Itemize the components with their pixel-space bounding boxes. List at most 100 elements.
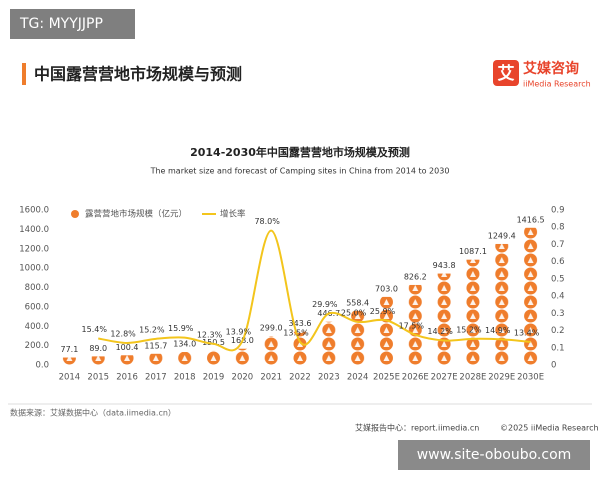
value-label: 25.9% (370, 307, 396, 316)
x-tick-label: 2029E (488, 373, 515, 383)
pictograph-bar (62, 357, 77, 365)
value-label: 115.7 (144, 341, 167, 350)
y-tick-label: 0.0 (35, 361, 49, 371)
pictograph-bar (350, 310, 365, 365)
pictograph-bar (120, 355, 135, 365)
value-label: 15.2% (456, 325, 482, 334)
logo-icon: 艾 (498, 63, 515, 84)
value-label: 134.0 (173, 340, 196, 349)
y2-tick-label: 0.2 (551, 326, 565, 336)
value-label: 13.5% (283, 328, 309, 337)
x-tick-label: 2024 (347, 373, 369, 383)
y2-tick-label: 0.9 (551, 206, 565, 216)
x-tick-label: 2020 (232, 373, 254, 383)
pictograph-bar (177, 352, 192, 365)
x-tick-label: 2030E (517, 373, 544, 383)
pictograph-bar (437, 273, 452, 365)
pictograph-bar (264, 336, 279, 365)
value-label: 25.0% (341, 308, 367, 317)
badge-text: TG: MYYJJPP (19, 16, 103, 32)
source: 数据来源：艾媒数据中心（data.iimedia.cn） (10, 408, 176, 418)
value-label: 29.9% (312, 300, 338, 309)
legend-label: 露营营地市场规模（亿元） (85, 209, 187, 220)
pictograph-bar (465, 259, 480, 365)
chart-subtitle: The market size and forecast of Camping … (150, 167, 450, 176)
value-label: 78.0% (254, 217, 280, 226)
logo-en: iiMedia Research (523, 80, 591, 89)
y2-tick-label: 0.1 (551, 343, 565, 353)
report: 艾媒报告中心：report.iimedia.cn (355, 423, 479, 433)
watermark-box (398, 440, 590, 470)
pictograph-bar (523, 227, 538, 365)
y-tick-label: 200.0 (25, 341, 49, 351)
legend-swatch (71, 210, 79, 218)
y-tick-label: 400.0 (25, 322, 49, 332)
value-label: 343.6 (289, 319, 312, 328)
x-tick-label: 2023 (318, 373, 340, 383)
pictograph-bar (235, 348, 250, 365)
x-tick-label: 2018 (174, 373, 196, 383)
x-tick-label: 2016 (116, 373, 138, 383)
page-title: 中国露营营地市场规模与预测 (34, 65, 242, 84)
x-tick-label: 2015 (87, 373, 109, 383)
badge (10, 9, 135, 39)
value-label: 15.2% (139, 325, 165, 334)
pictograph-bar (148, 353, 163, 365)
value-label: 15.4% (82, 325, 108, 334)
x-tick-label: 2021 (260, 373, 282, 383)
value-label: 1249.4 (488, 231, 516, 240)
y2-tick-label: 0.7 (551, 240, 565, 250)
value-label: 15.9% (168, 324, 194, 333)
pictograph-bar (293, 331, 307, 365)
value-label: 826.2 (404, 272, 427, 281)
value-label: 12.3% (197, 330, 223, 339)
y-tick-label: 1600.0 (19, 206, 49, 216)
value-label: 558.4 (346, 298, 369, 307)
x-tick-label: 2027E (431, 373, 458, 383)
value-label: 14.9% (485, 326, 511, 335)
y2-tick-label: 0.4 (551, 292, 565, 302)
growth-line (98, 229, 531, 352)
value-label: 13.4% (514, 328, 540, 337)
value-label: 89.0 (89, 344, 107, 353)
y-tick-label: 1200.0 (19, 244, 49, 254)
logo-mark (493, 60, 519, 86)
value-label: 13.9% (226, 328, 252, 337)
y-tick-label: 1000.0 (19, 264, 49, 274)
pictograph-bar (321, 321, 336, 365)
y-tick-label: 1400.0 (19, 225, 49, 235)
x-tick-label: 2026E (402, 373, 429, 383)
watermark: www.site-oboubo.com (417, 447, 572, 463)
y-tick-label: 600.0 (25, 302, 49, 312)
chart-title: 2014-2030年中国露营营地市场规模及预测 (190, 145, 410, 159)
copyright: ©2025 iiMedia Research Inc (500, 424, 600, 433)
value-label: 1087.1 (459, 247, 487, 256)
pictograph-bar (379, 296, 394, 365)
x-tick-label: 2025E (373, 373, 400, 383)
value-label: 100.4 (116, 343, 139, 352)
value-label: 12.8% (110, 329, 136, 338)
pictograph-bar (206, 350, 221, 365)
y-tick-label: 800.0 (25, 283, 49, 293)
value-label: 703.0 (375, 284, 398, 293)
y2-tick-label: 0.5 (551, 274, 565, 284)
pictograph-bar (494, 243, 509, 365)
y2-tick-label: 0.3 (551, 309, 565, 319)
logo-cn: 艾媒咨询 (523, 60, 579, 77)
pictograph-bar (408, 284, 423, 365)
value-label: 14.2% (427, 327, 453, 336)
value-label: 1416.5 (517, 215, 545, 224)
value-label: 299.0 (260, 324, 283, 333)
x-tick-label: 2019 (203, 373, 225, 383)
x-tick-label: 2017 (145, 373, 167, 383)
value-label: 17.5% (399, 321, 425, 330)
x-tick-label: 2028E (459, 373, 486, 383)
y2-tick-label: 0.8 (551, 223, 565, 233)
value-label: 943.8 (433, 261, 456, 270)
pictograph-bar (91, 356, 106, 365)
x-tick-label: 2014 (59, 373, 81, 383)
y2-tick-label: 0.6 (551, 257, 565, 267)
value-label: 77.1 (61, 345, 79, 354)
